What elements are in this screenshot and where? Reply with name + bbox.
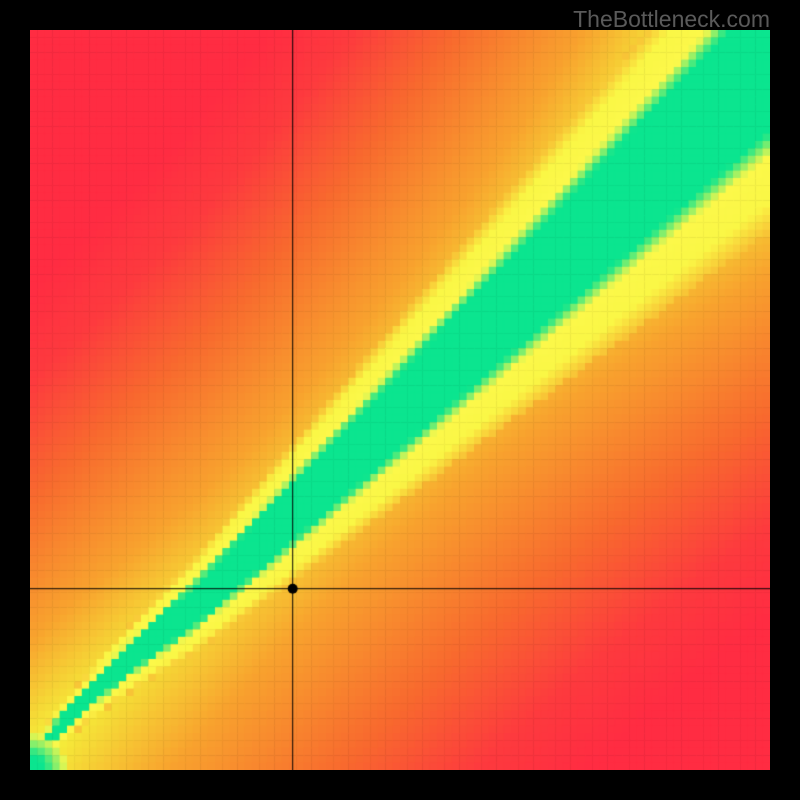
bottleneck-heatmap [30,30,770,770]
chart-container: TheBottleneck.com [0,0,800,800]
watermark-text: TheBottleneck.com [573,6,770,33]
